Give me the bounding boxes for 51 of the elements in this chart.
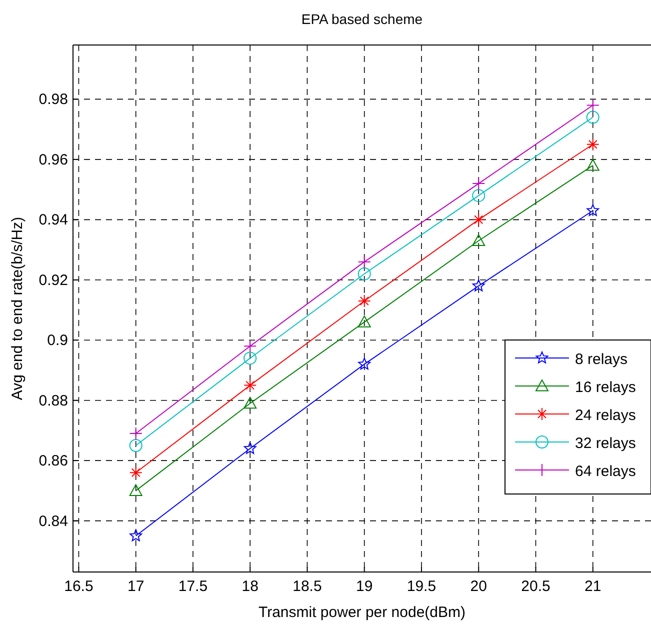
point	[586, 98, 600, 112]
legend-label: 64 relays	[575, 463, 636, 480]
x-tick-label: 21	[584, 578, 602, 595]
point	[358, 316, 371, 328]
x-tick-label: 20.5	[521, 578, 550, 595]
y-tick-label: 0.96	[38, 151, 68, 168]
y-tick-label: 0.98	[38, 91, 68, 108]
point	[358, 255, 371, 268]
point	[358, 267, 371, 280]
point	[586, 204, 600, 216]
point	[472, 234, 486, 246]
point	[129, 484, 142, 496]
point	[472, 189, 486, 202]
point	[472, 177, 486, 190]
legend-label: 8 relays	[575, 351, 628, 368]
point	[586, 158, 600, 171]
legend-label: 24 relays	[575, 407, 636, 424]
point	[244, 442, 256, 454]
y-tick-label: 0.84	[38, 512, 68, 530]
point	[586, 138, 600, 151]
point	[129, 439, 142, 452]
y-tick-label: 0.92	[38, 272, 68, 289]
point	[129, 466, 142, 480]
point	[472, 213, 486, 226]
x-tick-label: 18.5	[292, 578, 322, 595]
y-tick-label: 0.94	[38, 212, 68, 229]
point	[586, 110, 600, 124]
x-tick-label: 16.5	[64, 578, 94, 595]
point	[244, 340, 257, 353]
point	[130, 529, 142, 542]
point	[244, 352, 257, 365]
legend-label: 32 relays	[575, 435, 636, 452]
y-tick-label: 0.88	[38, 392, 68, 410]
chart-title: EPA based scheme	[301, 11, 423, 27]
x-tick-label: 19	[356, 578, 373, 595]
x-tick-label: 18	[242, 578, 258, 595]
point	[244, 396, 257, 409]
point	[129, 426, 142, 440]
point	[472, 279, 485, 292]
y-tick-label: 0.9	[47, 332, 68, 350]
point	[244, 378, 257, 392]
point	[358, 358, 371, 370]
x-axis-title: Transmit power per node(dBm)	[258, 604, 466, 621]
legend-label: 16 relays	[575, 379, 636, 396]
x-tick-label: 19.5	[406, 578, 436, 595]
x-tick-label: 17.5	[178, 578, 208, 595]
y-tick-label: 0.86	[38, 452, 68, 470]
point	[358, 294, 371, 308]
x-tick-label: 20	[470, 578, 487, 595]
x-tick-label: 17	[128, 578, 144, 595]
y-axis-title: Avg end to end rate(b/s/Hz)	[9, 216, 26, 400]
